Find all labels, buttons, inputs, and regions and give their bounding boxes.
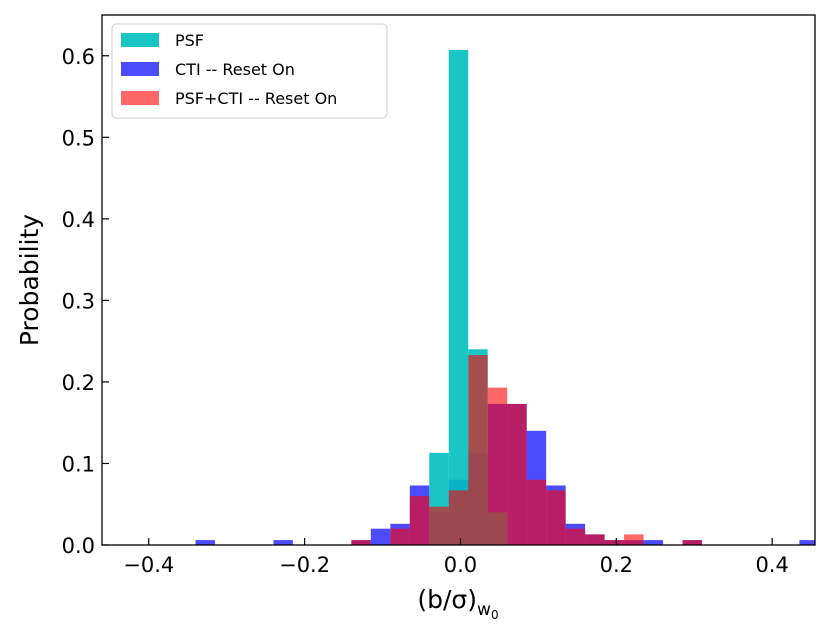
bar-series2-bin13 <box>624 534 644 545</box>
x-tick-label: −0.4 <box>123 553 174 577</box>
x-tick-label: −0.2 <box>279 553 330 577</box>
x-axis-title: (b/σ)w0 <box>417 585 498 622</box>
legend-label-cti: CTI -- Reset On <box>175 60 295 79</box>
bar-series2-bin12 <box>604 540 625 545</box>
plot-frame <box>101 14 816 546</box>
bar-series2-bin2 <box>409 496 430 545</box>
y-axis-ticks: 0.0 0.1 0.2 0.3 0.4 0.5 0.6 <box>62 45 109 558</box>
bar-series2-bin0 <box>351 540 371 545</box>
legend-swatch-psf <box>121 33 159 47</box>
bar-series2-bin5 <box>468 355 488 545</box>
y-tick-label: 0.1 <box>62 452 95 476</box>
y-tick-label: 0.0 <box>62 534 95 558</box>
series-psf-cti-reset-on <box>351 355 703 545</box>
bar-series2-bin9 <box>546 490 566 545</box>
y-tick-label: 0.2 <box>62 371 95 395</box>
legend-box <box>111 23 388 119</box>
bar-series2-bin7 <box>507 403 527 545</box>
legend: PSF CTI -- Reset On PSF+CTI -- Reset On <box>111 23 388 119</box>
x-tick-label: 0.2 <box>600 553 633 577</box>
legend-swatch-cti <box>121 62 159 76</box>
bar-series2-bin14 <box>682 540 703 545</box>
bar-series2-bin3 <box>429 506 449 545</box>
legend-swatch-psf-cti <box>121 91 159 105</box>
x-axis-ticks: −0.4 −0.2 0.0 0.2 0.4 <box>123 538 789 577</box>
bar-series0-bin3 <box>370 528 391 545</box>
y-axis-title: Probability <box>15 214 44 346</box>
bar-series2-bin1 <box>390 528 410 545</box>
histogram-bars <box>195 50 815 546</box>
x-tick-label: 0.0 <box>444 553 477 577</box>
bar-series0-bin19 <box>799 540 815 545</box>
bar-series2-bin10 <box>565 528 586 545</box>
bar-series2-bin8 <box>526 479 547 545</box>
bar-series0-bin17 <box>643 540 664 545</box>
bar-series0-bin0 <box>195 540 215 545</box>
y-tick-label: 0.5 <box>62 126 95 150</box>
bar-series2-bin11 <box>585 534 605 545</box>
legend-label-psf: PSF <box>175 31 204 50</box>
legend-label-psf-cti: PSF+CTI -- Reset On <box>175 89 337 108</box>
y-tick-label: 0.3 <box>62 289 95 313</box>
bar-series2-bin4 <box>448 490 469 545</box>
y-tick-label: 0.6 <box>62 45 95 69</box>
bar-series0-bin1 <box>273 540 293 545</box>
bar-series2-bin6 <box>487 387 508 545</box>
bar-series1-bin1 <box>448 50 469 546</box>
y-tick-label: 0.4 <box>62 208 95 232</box>
x-tick-label: 0.4 <box>755 553 788 577</box>
